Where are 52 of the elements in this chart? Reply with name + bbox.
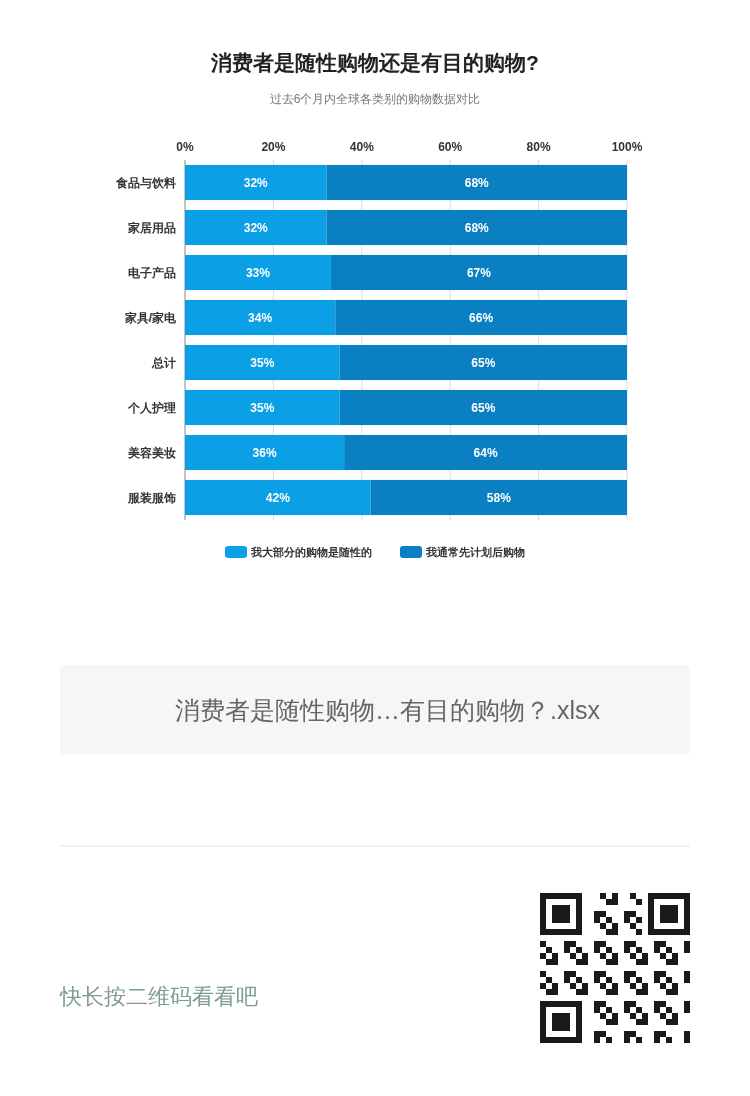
bar (326, 164, 627, 201)
data-label: 68% (464, 175, 490, 190)
data-label: 32% (243, 175, 269, 190)
y-tick-label: 服装服饰 (127, 490, 176, 505)
y-tick-label: 电子产品 (128, 265, 176, 280)
x-tick-label: 100% (611, 140, 643, 154)
bar (370, 479, 627, 516)
data-label: 35% (250, 355, 275, 370)
data-label: 32% (243, 220, 269, 235)
bar (185, 254, 331, 291)
data-label: 36% (252, 445, 277, 460)
data-label: 33% (245, 265, 271, 280)
data-label: 35% (250, 400, 275, 415)
bar (185, 209, 327, 246)
chart-subtitle: 过去6个月内全球各类别的购物数据对比 (269, 92, 481, 106)
data-label: 67% (466, 265, 492, 280)
x-tick-label: 20% (261, 140, 286, 154)
text: 快长按二维码看看吧 (59, 983, 258, 1009)
bar (185, 479, 371, 516)
x-tick-label: 0% (176, 140, 194, 154)
data-label: 65% (471, 355, 496, 370)
y-tick-label: 食品与饮料 (115, 175, 176, 190)
y-tick-label: 总计 (151, 355, 176, 370)
bar (344, 434, 627, 471)
bar (326, 209, 627, 246)
x-tick-label: 80% (526, 140, 551, 154)
bar (185, 164, 327, 201)
bar (339, 344, 627, 381)
bar (339, 389, 627, 426)
y-tick-label: 家居用品 (127, 220, 176, 235)
y-tick-label: 美容美妆 (127, 445, 176, 460)
x-tick-label: 40% (349, 140, 375, 154)
data-label: 66% (469, 310, 494, 325)
bar (185, 434, 345, 471)
y-tick-label: 个人护理 (127, 400, 176, 415)
legend-label: 我通常先计划后购物 (425, 546, 525, 558)
bar (185, 299, 336, 336)
x-tick-label: 60% (438, 140, 463, 154)
bar (185, 389, 340, 426)
data-label: 64% (473, 445, 498, 460)
chart-title: 消费者是随性购物还是有目的购物? (210, 51, 539, 74)
data-label: 65% (471, 400, 496, 415)
legend-label: 我大部分的购物是随性的 (250, 546, 372, 559)
data-label: 58% (486, 490, 512, 505)
data-label: 68% (464, 220, 490, 235)
y-tick-label: 家具/家电 (123, 310, 177, 325)
bar (335, 299, 627, 336)
text: 消费者是随性购物…有目的购物？.xlsx (175, 696, 601, 724)
bar (330, 254, 627, 291)
data-label: 42% (265, 490, 291, 505)
bar (185, 344, 340, 381)
data-label: 34% (248, 310, 273, 325)
